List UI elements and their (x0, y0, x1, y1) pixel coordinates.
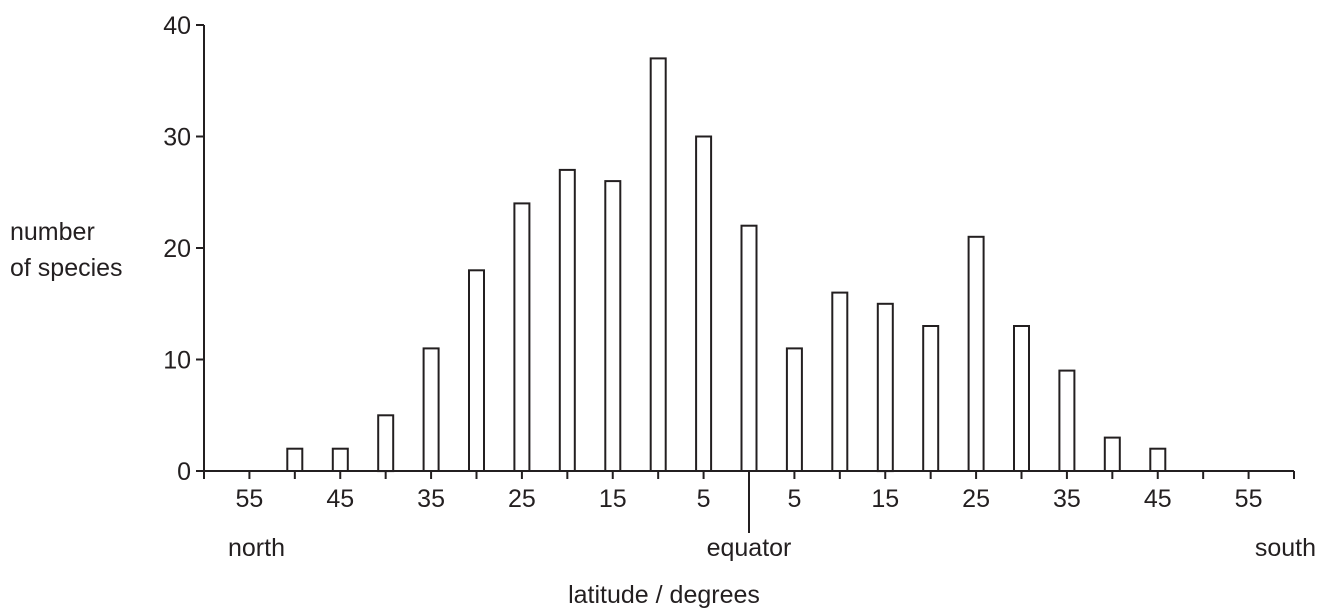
bar-4 (468, 269, 485, 472)
x-tick-label-n35: 35 (417, 485, 445, 513)
y-tick-label-40: 40 (163, 12, 191, 40)
x-tick-label-s35: 35 (1053, 485, 1081, 513)
x-tick-label-s25: 25 (962, 485, 990, 513)
bar-9 (695, 135, 713, 472)
bar-3 (422, 347, 440, 472)
x-tick-label-s5: 5 (787, 485, 801, 513)
bar-8 (649, 57, 667, 473)
x-tick-label-s15: 15 (871, 485, 899, 513)
bar-19 (1149, 447, 1167, 473)
annotation-south: south (1255, 534, 1316, 562)
x-tick-label-n45: 45 (326, 485, 354, 513)
x-tick-label-n15: 15 (599, 485, 627, 513)
bar-1 (331, 447, 349, 473)
labels-group: number of species latitude / degrees 0 10… (10, 12, 1316, 609)
bar-0 (286, 447, 304, 473)
bar-15 (967, 235, 985, 472)
bar-6 (558, 168, 576, 472)
bar-5 (513, 202, 531, 472)
x-axis-label: latitude / degrees (568, 581, 760, 609)
ticks-group (196, 24, 1295, 533)
y-tick-label-10: 10 (163, 347, 191, 375)
x-tick-label-s45: 45 (1144, 485, 1172, 513)
annotation-equator: equator (707, 534, 792, 562)
y-axis-label-line-2: of species (10, 254, 123, 282)
bar-17 (1058, 369, 1076, 473)
y-tick-label-20: 20 (163, 235, 191, 263)
y-tick-label-0: 0 (177, 458, 191, 486)
y-tick-label-30: 30 (163, 124, 191, 152)
bar-16 (1013, 325, 1030, 472)
annotation-north: north (228, 534, 285, 562)
bar-2 (377, 414, 395, 473)
bar-11 (785, 347, 803, 472)
x-tick-label-n5: 5 (697, 485, 711, 513)
bar-14 (922, 325, 940, 472)
x-tick-label-n55: 55 (236, 485, 264, 513)
x-tick-label-s55: 55 (1235, 485, 1263, 513)
y-axis-label-line-1: number (10, 218, 95, 246)
bar-10 (740, 224, 758, 472)
bar-18 (1103, 436, 1121, 473)
x-tick-label-n25: 25 (508, 485, 536, 513)
bars-group (286, 57, 1167, 473)
bar-13 (876, 302, 894, 473)
bar-12 (831, 291, 849, 472)
bar-7 (604, 180, 622, 472)
